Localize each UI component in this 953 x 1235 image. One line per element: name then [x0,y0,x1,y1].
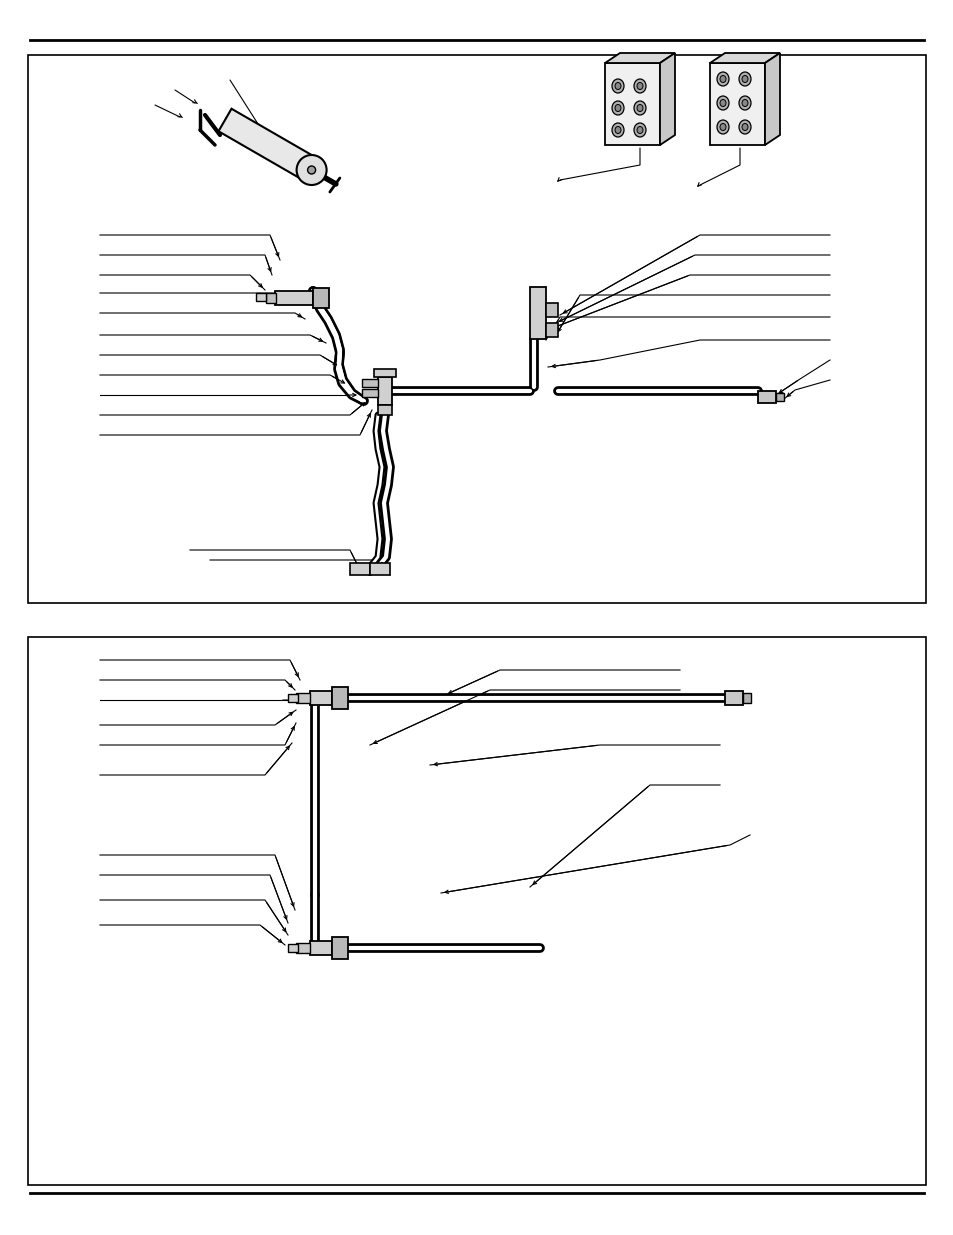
Bar [361,379,377,387]
Ellipse shape [739,96,750,110]
Bar [310,941,332,955]
Bar [310,692,332,705]
Ellipse shape [612,79,623,93]
Polygon shape [218,109,317,182]
Bar [288,944,297,952]
Ellipse shape [720,124,725,131]
Ellipse shape [720,75,725,83]
Bar [295,693,310,703]
Bar [742,693,750,703]
Bar [374,369,395,377]
Ellipse shape [612,124,623,137]
Ellipse shape [634,124,645,137]
Bar [545,303,558,317]
Bar [377,377,392,405]
Bar [604,63,659,144]
Ellipse shape [612,101,623,115]
Bar [295,944,310,953]
Bar [361,389,377,396]
Ellipse shape [615,126,620,133]
Bar [724,692,742,705]
Polygon shape [604,53,675,63]
Bar [274,291,313,305]
Ellipse shape [717,120,728,135]
Ellipse shape [615,105,620,111]
Ellipse shape [717,96,728,110]
Bar [28,637,925,1186]
Ellipse shape [307,165,315,174]
Bar [313,288,329,308]
Bar [370,563,390,576]
Ellipse shape [637,105,642,111]
Ellipse shape [615,83,620,89]
Bar [545,324,558,337]
Ellipse shape [637,83,642,89]
Ellipse shape [741,100,747,106]
Ellipse shape [720,100,725,106]
Bar [530,287,545,338]
Ellipse shape [634,79,645,93]
Bar [775,393,783,401]
Bar [377,405,392,415]
Bar [266,293,275,303]
Polygon shape [764,53,780,144]
Polygon shape [659,53,675,144]
Bar [288,694,297,701]
Polygon shape [709,53,780,63]
Ellipse shape [741,75,747,83]
Ellipse shape [741,124,747,131]
Ellipse shape [739,120,750,135]
Bar [709,63,764,144]
Bar [332,937,348,960]
Bar [332,687,348,709]
Bar [255,293,266,301]
Ellipse shape [296,156,326,185]
Ellipse shape [739,72,750,86]
Bar [28,56,925,603]
Bar [758,391,775,403]
Ellipse shape [717,72,728,86]
Ellipse shape [634,101,645,115]
Bar [350,563,370,576]
Ellipse shape [637,126,642,133]
